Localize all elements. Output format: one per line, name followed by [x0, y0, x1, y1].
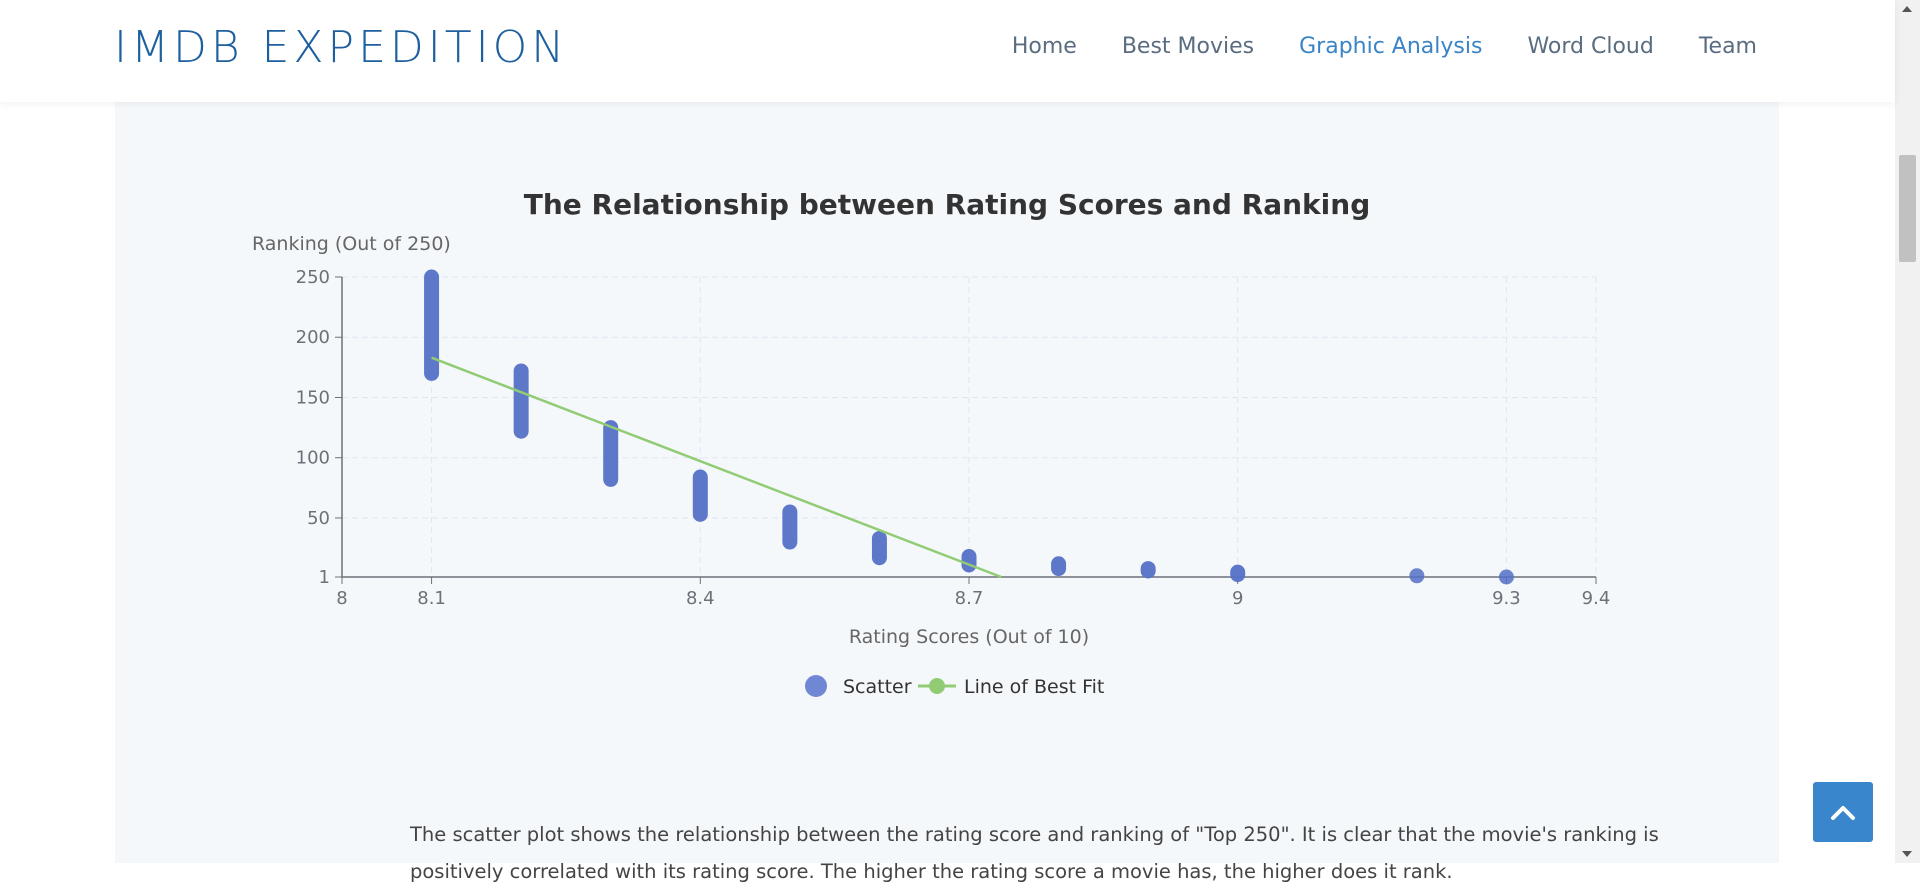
- navbar: IMDB EXPEDITION Home Best Movies Graphic…: [0, 0, 1895, 102]
- chevron-up-icon: [1831, 806, 1855, 820]
- main-nav: Home Best Movies Graphic Analysis Word C…: [1012, 34, 1757, 59]
- nav-team[interactable]: Team: [1698, 34, 1757, 59]
- x-tick-label: 8.7: [955, 588, 984, 609]
- chart-title: The Relationship between Rating Scores a…: [524, 188, 1370, 221]
- scatter-point: [1498, 569, 1514, 585]
- x-tick-label: 9: [1232, 588, 1243, 609]
- legend-fit-label: Line of Best Fit: [964, 676, 1104, 698]
- y-tick-label: 250: [296, 267, 330, 288]
- nav-word-cloud[interactable]: Word Cloud: [1527, 34, 1654, 59]
- x-tick-label: 8.4: [686, 588, 715, 609]
- scroll-down-icon[interactable]: [1902, 851, 1912, 857]
- brand-logo[interactable]: IMDB EXPEDITION: [114, 22, 569, 73]
- legend-scatter-label: Scatter: [843, 676, 912, 698]
- y-tick-label: 50: [307, 508, 330, 529]
- fit-line: [431, 356, 1002, 579]
- back-to-top-button[interactable]: [1813, 782, 1873, 842]
- legend-item-scatter[interactable]: Scatter: [805, 675, 912, 698]
- y-tick-label: 100: [296, 448, 330, 469]
- scatter-point: [1409, 568, 1425, 584]
- scroll-thumb[interactable]: [1899, 155, 1916, 262]
- fit-series: [431, 356, 1002, 579]
- chart-description: The scatter plot shows the relationship …: [410, 823, 1659, 883]
- y-axis-label: Ranking (Out of 250): [252, 233, 451, 255]
- nav-home[interactable]: Home: [1011, 34, 1077, 59]
- scatter-chart: The Relationship between Rating Scores a…: [252, 188, 1611, 698]
- x-axis-label: Rating Scores (Out of 10): [849, 626, 1089, 648]
- x-tick-label: 9.4: [1582, 588, 1611, 609]
- nav-graphic-analysis[interactable]: Graphic Analysis: [1299, 34, 1483, 59]
- chart-section: The Relationship between Rating Scores a…: [115, 102, 1779, 883]
- y-tick-label: 1: [319, 567, 330, 588]
- y-tick-label: 150: [296, 387, 330, 408]
- y-tick-label: 200: [296, 327, 330, 348]
- x-tick-label: 9.3: [1492, 588, 1521, 609]
- page-scrollbar[interactable]: [1895, 0, 1920, 863]
- legend-item-fit[interactable]: Line of Best Fit: [918, 676, 1104, 698]
- legend-fit-marker: [929, 678, 945, 694]
- scatter-series: [424, 269, 1514, 585]
- legend: Scatter Line of Best Fit: [805, 675, 1104, 698]
- x-tick-label: 8.1: [417, 588, 446, 609]
- x-tick-label: 8: [336, 588, 347, 609]
- nav-best-movies[interactable]: Best Movies: [1121, 34, 1255, 59]
- legend-scatter-marker: [805, 675, 827, 697]
- scroll-up-icon[interactable]: [1902, 6, 1912, 12]
- grid: [342, 276, 1597, 577]
